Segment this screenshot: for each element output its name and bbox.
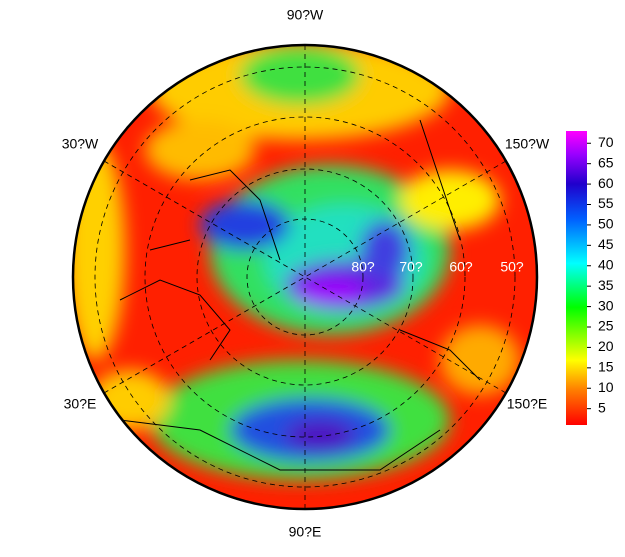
meridian-label: 150?W [505, 136, 550, 152]
colorbar-tick-label: 35 [598, 277, 614, 293]
colorbar-tick-label: 10 [598, 379, 614, 395]
colorbar-tick-label: 5 [598, 399, 606, 415]
colorbar-tick-label: 25 [598, 318, 614, 334]
meridian-label: 30?W [62, 136, 99, 152]
colorbar-tick-label: 60 [598, 175, 614, 191]
colorbar-tick-label: 70 [598, 134, 614, 150]
colorbar-tick-label: 45 [598, 236, 614, 252]
graticule [94, 45, 516, 509]
colorbar-tick-label: 55 [598, 195, 614, 211]
colorbar-tick-label: 40 [598, 256, 614, 272]
colorbar-tick-label: 65 [598, 154, 614, 170]
colorbar [566, 131, 587, 425]
map-border [71, 43, 539, 511]
meridian-label: 150?E [507, 396, 547, 412]
colorbar-tick-label: 20 [598, 338, 614, 354]
colorbar-tick-label: 15 [598, 359, 614, 375]
data-field [73, 45, 537, 509]
meridian-label: 90?E [289, 524, 322, 540]
latitude-label: 80? [351, 259, 375, 275]
meridian-label: 90?W [287, 7, 324, 23]
meridian-label: 30?E [64, 396, 97, 412]
latitude-label: 50? [500, 259, 524, 275]
latitude-label: 70? [399, 259, 423, 275]
colorbar-tick-label: 50 [598, 216, 614, 232]
latitude-label: 60? [449, 259, 473, 275]
colorbar-tick-label: 30 [598, 297, 614, 313]
